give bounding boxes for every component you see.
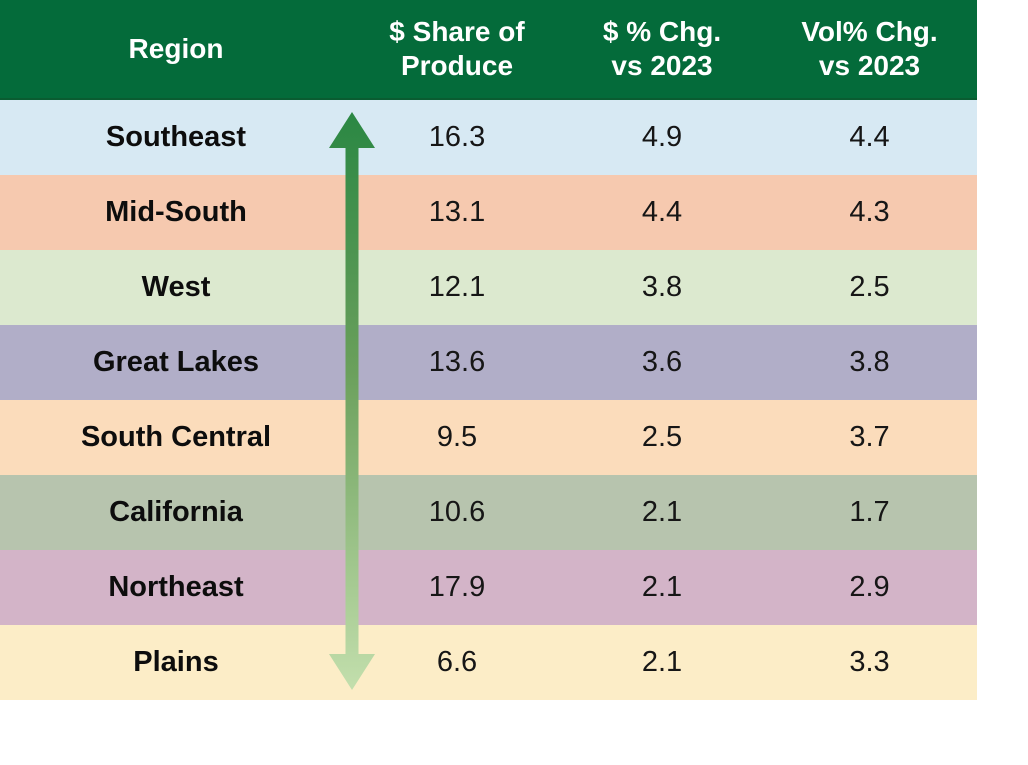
table-row-south-central: South Central 9.5 2.5 3.7 <box>0 400 977 475</box>
region-label: Great Lakes <box>92 346 260 378</box>
vol-chg-value: 3.8 <box>849 346 890 378</box>
table-row-northeast: Northeast 17.9 2.1 2.9 <box>0 550 977 625</box>
table-header-row: Region $ Share of Produce $ % Chg. vs 20… <box>0 0 977 100</box>
region-label: Mid-South <box>105 196 247 228</box>
share-value: 9.5 <box>436 421 478 453</box>
region-label: West <box>141 271 211 303</box>
header-dollar-pct-chg: $ % Chg. vs 2023 <box>602 16 722 81</box>
table-row-southeast: Southeast 16.3 4.9 4.4 <box>0 100 977 175</box>
dollar-chg-value: 2.1 <box>641 646 683 678</box>
region-label: California <box>109 496 243 528</box>
vol-chg-value: 4.3 <box>849 196 890 228</box>
vol-chg-value: 1.7 <box>849 496 890 528</box>
region-produce-table: Region $ Share of Produce $ % Chg. vs 20… <box>0 0 977 700</box>
vol-chg-value: 3.7 <box>849 421 890 453</box>
dollar-chg-value: 3.8 <box>641 271 683 303</box>
header-vol-pct-chg: Vol% Chg. vs 2023 <box>801 16 938 81</box>
header-region: Region <box>128 33 224 64</box>
vol-chg-value: 2.5 <box>849 271 890 303</box>
dollar-chg-value: 2.1 <box>641 496 683 528</box>
vol-chg-value: 3.3 <box>849 646 890 678</box>
header-share-of-produce: $ Share of Produce <box>389 16 525 81</box>
region-label: Northeast <box>108 571 244 603</box>
dollar-chg-value: 3.6 <box>641 346 683 378</box>
share-value: 12.1 <box>428 271 486 303</box>
dollar-chg-value: 4.9 <box>641 121 683 153</box>
dollar-chg-value: 2.5 <box>641 421 683 453</box>
dollar-chg-value: 2.1 <box>641 571 683 603</box>
table-row-great-lakes: Great Lakes 13.6 3.6 3.8 <box>0 325 977 400</box>
table-row-plains: Plains 6.6 2.1 3.3 <box>0 625 977 700</box>
share-value: 17.9 <box>428 571 486 603</box>
region-label: Plains <box>133 646 219 678</box>
table-row-mid-south: Mid-South 13.1 4.4 4.3 <box>0 175 977 250</box>
share-value: 16.3 <box>428 121 486 153</box>
dollar-chg-value: 4.4 <box>641 196 683 228</box>
share-value: 6.6 <box>436 646 478 678</box>
vol-chg-value: 4.4 <box>849 121 890 153</box>
share-value: 13.1 <box>428 196 486 228</box>
region-label: Southeast <box>105 121 247 153</box>
share-value: 13.6 <box>428 346 486 378</box>
region-label: South Central <box>80 421 272 453</box>
share-value: 10.6 <box>428 496 486 528</box>
table-row-california: California 10.6 2.1 1.7 <box>0 475 977 550</box>
table-row-west: West 12.1 3.8 2.5 <box>0 250 977 325</box>
vol-chg-value: 2.9 <box>849 571 890 603</box>
